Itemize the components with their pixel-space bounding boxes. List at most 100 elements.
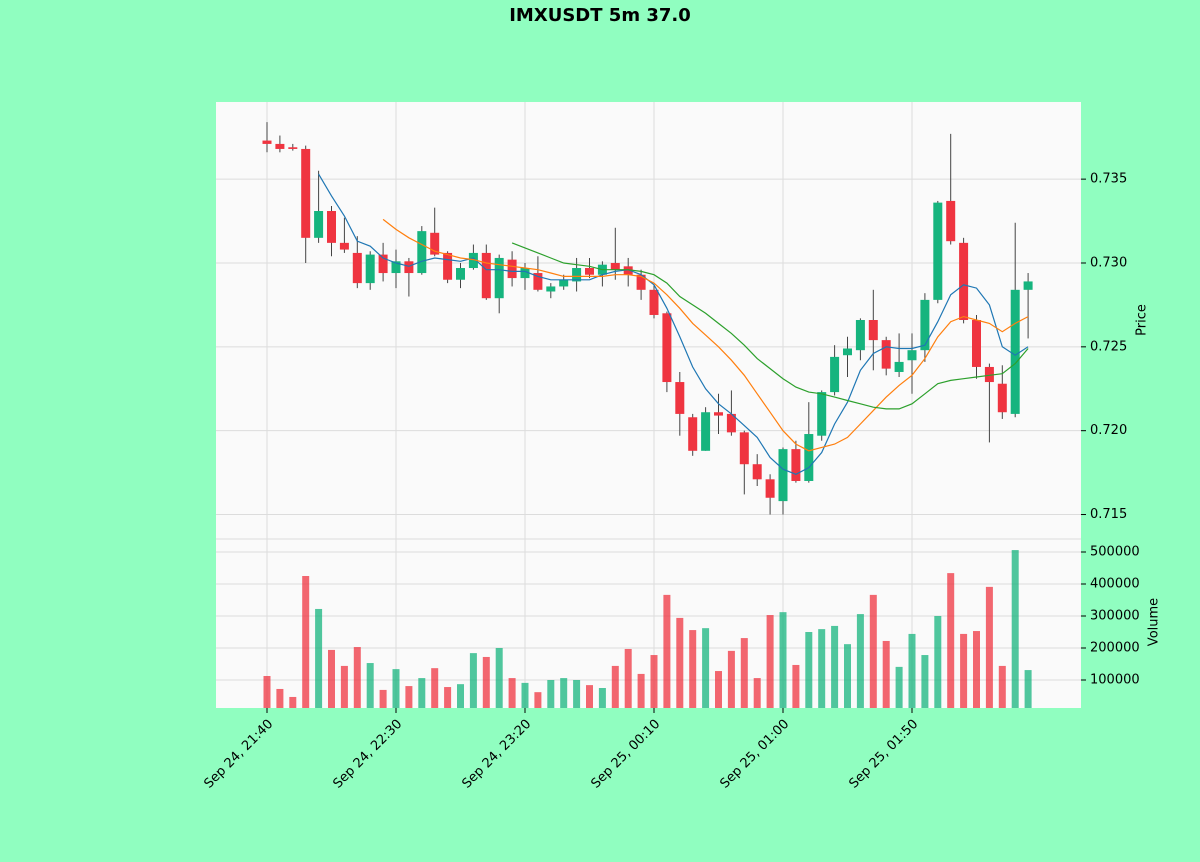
candle-body xyxy=(649,289,659,315)
volume-bar xyxy=(1024,670,1032,708)
candle-body xyxy=(572,268,582,282)
volume-bar xyxy=(457,684,464,708)
candle-body xyxy=(881,340,891,369)
candle-body xyxy=(804,434,814,481)
volume-bar xyxy=(276,688,284,708)
candle-body xyxy=(378,254,388,274)
candle-body xyxy=(1010,289,1020,414)
candle-body xyxy=(855,320,865,351)
volume-bar xyxy=(689,630,697,708)
volume-tick-label: 100000 xyxy=(1090,673,1140,688)
volume-bar xyxy=(921,655,929,708)
volume-bar xyxy=(624,648,632,708)
x-tick-label: Sep 25, 01:50 xyxy=(846,717,921,792)
candle-body xyxy=(714,412,723,416)
volume-tick-label: 500000 xyxy=(1090,545,1140,560)
candle-body xyxy=(391,261,401,274)
volume-bar xyxy=(895,666,903,708)
candle-body xyxy=(726,413,736,433)
volume-bar xyxy=(353,647,361,708)
volume-bar xyxy=(328,649,335,708)
volume-bar xyxy=(766,615,774,708)
ma-line xyxy=(511,242,1029,410)
volume-bar xyxy=(650,655,658,708)
volume-bar xyxy=(663,594,671,708)
candle-body xyxy=(301,148,311,238)
x-tick-label: Sep 24, 21:40 xyxy=(201,717,276,792)
volume-tick-label: 300000 xyxy=(1090,609,1140,624)
volume-bar xyxy=(289,696,297,708)
candle-body xyxy=(972,320,981,367)
candle-body xyxy=(417,231,427,274)
candle-body xyxy=(765,479,775,498)
volume-bar xyxy=(676,617,684,708)
y-tick-label: 0.735 xyxy=(1090,172,1127,187)
candle-body xyxy=(997,383,1007,413)
candle-body xyxy=(675,382,685,414)
candle-body xyxy=(481,252,491,299)
candle-body xyxy=(1023,281,1033,290)
candle-body xyxy=(559,279,569,287)
candle-body xyxy=(546,286,556,292)
volume-bar xyxy=(405,686,413,708)
volume-bar xyxy=(366,663,374,708)
candle-body xyxy=(623,266,633,275)
volume-bar xyxy=(418,678,426,708)
volume-bar xyxy=(379,689,387,708)
candle-body xyxy=(984,366,994,383)
volume-tick-label: 200000 xyxy=(1090,641,1140,656)
volume-bar xyxy=(534,692,542,708)
volume-bar xyxy=(315,608,323,708)
volume-bar xyxy=(753,678,761,708)
candle-body xyxy=(636,274,646,290)
volume-bar xyxy=(508,678,516,708)
candle-body xyxy=(920,299,930,351)
candle-body xyxy=(946,200,956,242)
volume-bar xyxy=(947,573,955,708)
volume-bar xyxy=(715,671,722,708)
volume-bar xyxy=(1011,550,1019,708)
candle-body xyxy=(610,262,620,270)
candle-body xyxy=(520,268,530,279)
volume-bar xyxy=(611,665,619,708)
candle-body xyxy=(430,232,440,255)
candle-body xyxy=(830,356,840,393)
volume-bar xyxy=(792,664,800,708)
volume-bar xyxy=(740,638,748,708)
x-tick-label: Sep 25, 01:00 xyxy=(717,717,792,792)
y-axis-label: Price xyxy=(1135,304,1150,336)
volume-bar xyxy=(495,648,503,708)
y-tick-label: 0.730 xyxy=(1090,255,1127,270)
candle-body xyxy=(817,392,827,436)
candle-body xyxy=(959,242,969,320)
volume-bar xyxy=(831,625,839,708)
candle-body xyxy=(533,273,543,290)
candle-body xyxy=(907,350,917,361)
volume-axis-label: Volume xyxy=(1147,598,1162,646)
candle-body xyxy=(327,211,336,243)
candle-body xyxy=(314,211,324,238)
candle-body xyxy=(868,320,878,341)
volume-bar xyxy=(702,628,710,708)
volume-bar xyxy=(263,676,271,708)
volume-bar xyxy=(302,576,310,708)
ma-line xyxy=(382,218,1029,452)
volume-bar xyxy=(882,640,890,708)
volume-bar xyxy=(637,673,645,708)
candle-body xyxy=(688,417,698,451)
volume-bar xyxy=(392,669,400,708)
volume-bar xyxy=(973,631,980,708)
volume-bar xyxy=(598,688,606,708)
candle-body xyxy=(507,259,517,279)
candle-body xyxy=(275,143,285,149)
candle-body xyxy=(443,252,453,280)
volume-bar xyxy=(431,668,439,708)
candle-body xyxy=(456,268,465,280)
candle-body xyxy=(365,254,375,284)
volume-bar xyxy=(444,687,452,708)
ma-line xyxy=(318,173,1029,475)
candle-body xyxy=(288,147,298,149)
candle-body xyxy=(701,412,711,451)
